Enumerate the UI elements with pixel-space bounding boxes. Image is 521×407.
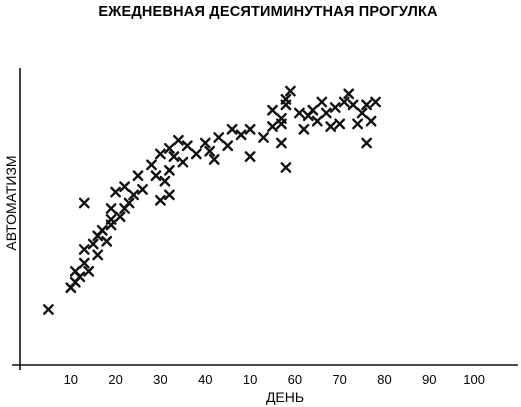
data-point bbox=[311, 115, 323, 127]
data-point bbox=[356, 107, 368, 119]
data-point bbox=[105, 213, 117, 225]
data-point bbox=[226, 123, 238, 135]
data-point bbox=[83, 265, 95, 277]
data-point bbox=[334, 118, 346, 130]
data-point bbox=[159, 175, 171, 187]
data-point bbox=[280, 162, 292, 173]
data-point bbox=[208, 153, 220, 165]
x-tick-label: 60 bbox=[288, 372, 302, 387]
data-point bbox=[150, 170, 162, 182]
data-point bbox=[365, 115, 377, 127]
data-point bbox=[163, 142, 175, 154]
data-point bbox=[222, 140, 234, 152]
data-point bbox=[325, 121, 337, 133]
data-point bbox=[316, 96, 328, 108]
data-point bbox=[347, 99, 359, 111]
data-point bbox=[244, 151, 256, 163]
data-point bbox=[199, 137, 211, 149]
data-point bbox=[204, 145, 216, 157]
data-point bbox=[267, 104, 278, 116]
data-point bbox=[320, 107, 332, 119]
data-point bbox=[298, 123, 310, 135]
data-point bbox=[370, 96, 381, 108]
data-point bbox=[181, 140, 193, 152]
data-point bbox=[146, 159, 157, 171]
x-tick-label: 70 bbox=[332, 372, 346, 387]
x-tick-label: 80 bbox=[377, 372, 391, 387]
data-point bbox=[92, 249, 104, 261]
x-tick-label: 30 bbox=[153, 372, 167, 387]
data-point bbox=[78, 197, 90, 209]
data-point bbox=[78, 244, 90, 255]
data-point bbox=[154, 194, 166, 206]
chart-title: ЕЖЕДНЕВНАЯ ДЕСЯТИМИНУТНАЯ ПРОГУЛКА bbox=[98, 4, 438, 20]
data-point bbox=[294, 107, 305, 119]
data-point bbox=[123, 197, 135, 209]
data-point bbox=[267, 121, 278, 133]
data-points bbox=[43, 85, 381, 315]
data-point bbox=[329, 102, 341, 113]
x-tick-label: 90 bbox=[422, 372, 436, 387]
x-tick-label: 40 bbox=[198, 372, 212, 387]
data-point bbox=[343, 88, 355, 100]
x-tick-label: 10 bbox=[243, 372, 257, 387]
data-point bbox=[132, 170, 144, 182]
x-tick-label: 10 bbox=[64, 372, 78, 387]
data-point bbox=[168, 151, 180, 163]
data-point bbox=[190, 148, 202, 160]
data-point bbox=[213, 132, 225, 143]
data-point bbox=[163, 189, 175, 201]
data-point bbox=[114, 211, 126, 223]
data-point bbox=[137, 183, 148, 195]
data-point bbox=[163, 164, 175, 176]
data-point bbox=[258, 132, 269, 143]
data-point bbox=[78, 257, 90, 269]
data-point bbox=[276, 112, 287, 124]
x-tick-label: 100 bbox=[463, 372, 485, 387]
data-point bbox=[101, 235, 113, 247]
data-point bbox=[154, 148, 166, 160]
data-point bbox=[43, 304, 54, 315]
data-point bbox=[244, 123, 256, 135]
data-point bbox=[172, 134, 184, 146]
data-point bbox=[110, 186, 122, 198]
x-axis-label: ДЕНЬ bbox=[266, 389, 304, 405]
data-point bbox=[74, 271, 86, 283]
data-point bbox=[177, 156, 189, 168]
data-point bbox=[361, 99, 372, 111]
data-point bbox=[307, 104, 319, 116]
data-point bbox=[235, 129, 247, 141]
data-point bbox=[285, 85, 296, 97]
data-point bbox=[119, 181, 131, 193]
data-point bbox=[105, 203, 117, 214]
y-axis-label: АВТОМАТИЗМ bbox=[3, 155, 19, 250]
x-tick-label: 20 bbox=[108, 372, 122, 387]
data-point bbox=[128, 189, 140, 201]
data-point bbox=[352, 118, 363, 130]
x-tick-labels: 10 20 30 40 10 60 70 80 90 100 bbox=[64, 372, 485, 387]
data-point bbox=[276, 137, 287, 149]
data-point bbox=[96, 224, 108, 236]
data-point bbox=[338, 96, 350, 108]
data-point bbox=[87, 238, 99, 250]
data-point bbox=[280, 93, 292, 105]
data-point bbox=[361, 137, 372, 149]
